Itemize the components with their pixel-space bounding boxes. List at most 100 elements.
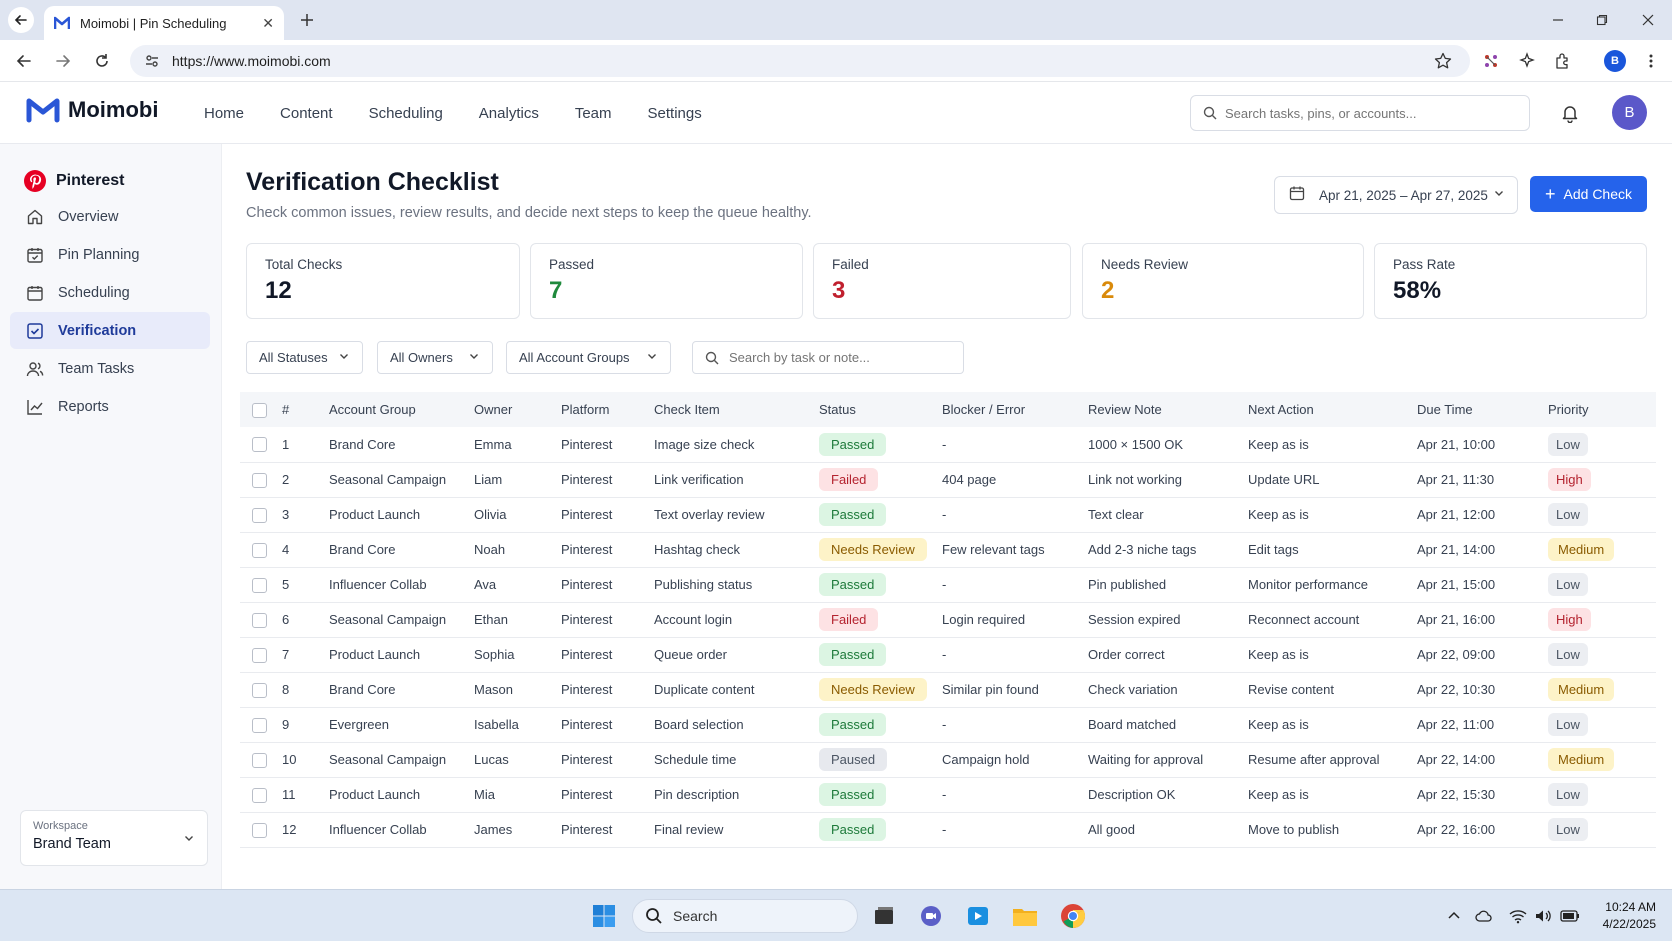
row-checkbox[interactable] xyxy=(252,507,267,523)
column-header[interactable]: Due Time xyxy=(1417,402,1473,417)
review-note-cell: Board matched xyxy=(1088,717,1177,732)
minimize-button[interactable] xyxy=(1548,10,1568,30)
nav-home[interactable]: Home xyxy=(204,104,245,122)
back-button[interactable] xyxy=(13,50,35,72)
extensions-button[interactable] xyxy=(1552,50,1574,72)
forward-button[interactable] xyxy=(52,50,74,72)
sidebar-item-team-tasks[interactable]: Team Tasks xyxy=(10,350,210,387)
app-logo[interactable]: Moimobi xyxy=(26,97,158,123)
table-search[interactable] xyxy=(692,341,964,374)
table-search-input[interactable] xyxy=(729,350,949,365)
column-header[interactable]: Status xyxy=(819,402,856,417)
row-checkbox[interactable] xyxy=(252,577,267,593)
tray-overflow-button[interactable] xyxy=(1444,906,1464,926)
table-row[interactable]: 7 Product Launch Sophia Pinterest Queue orde… xyxy=(240,637,1656,672)
nav-settings[interactable]: Settings xyxy=(647,104,702,122)
status-cell: Passed xyxy=(807,427,930,462)
row-checkbox[interactable] xyxy=(252,647,267,663)
column-header[interactable]: Priority xyxy=(1548,402,1589,417)
column-header[interactable]: Blocker / Error xyxy=(942,402,1026,417)
column-header[interactable]: Review Note xyxy=(1088,402,1162,417)
status-filter[interactable]: All Statuses xyxy=(246,341,363,374)
table-row[interactable]: 6 Seasonal Campaign Ethan Pinterest Account … xyxy=(240,602,1656,637)
table-row[interactable]: 1 Brand Core Emma Pinterest Image size check… xyxy=(240,427,1656,462)
table-row[interactable]: 12 Influencer Collab James Pinterest Final r… xyxy=(240,812,1656,847)
status-badge: Needs Review xyxy=(819,538,927,561)
row-checkbox[interactable] xyxy=(252,437,267,453)
table-row[interactable]: 11 Product Launch Mia Pinterest Pin descript… xyxy=(240,777,1656,812)
due-time-cell: Apr 21, 12:00 xyxy=(1417,507,1496,522)
extension-dots-button[interactable] xyxy=(1480,50,1502,72)
tab-close-icon[interactable]: ✕ xyxy=(262,14,274,31)
row-checkbox[interactable] xyxy=(252,822,267,838)
tray-app-button[interactable] xyxy=(1474,906,1494,926)
nav-content[interactable]: Content xyxy=(280,104,333,122)
reload-button[interactable] xyxy=(91,50,113,72)
column-header[interactable]: Account Group xyxy=(329,402,416,417)
bookmark-star-button[interactable] xyxy=(1432,50,1454,72)
sidebar-item-scheduling[interactable]: Scheduling xyxy=(10,274,210,311)
select-all-checkbox[interactable] xyxy=(252,402,267,418)
chrome-app-button[interactable] xyxy=(1059,902,1087,930)
row-checkbox[interactable] xyxy=(252,787,267,803)
battery-button[interactable] xyxy=(1560,906,1580,926)
close-window-button[interactable] xyxy=(1638,10,1658,30)
sidebar-item-verification[interactable]: Verification xyxy=(10,312,210,349)
table-row[interactable]: 4 Brand Core Noah Pinterest Hashtag check Nee… xyxy=(240,532,1656,567)
site-settings-icon[interactable] xyxy=(144,53,160,69)
file-explorer-button[interactable] xyxy=(1011,902,1039,930)
table-row[interactable]: 9 Evergreen Isabella Pinterest Board selecti… xyxy=(240,707,1656,742)
restore-button[interactable] xyxy=(1592,10,1612,30)
browser-profile-button[interactable]: B xyxy=(1604,50,1626,72)
wifi-button[interactable] xyxy=(1508,906,1528,926)
column-header[interactable]: Owner xyxy=(474,402,513,417)
column-header[interactable]: Check Item xyxy=(654,402,720,417)
new-tab-button[interactable] xyxy=(296,9,318,31)
row-checkbox[interactable] xyxy=(252,612,267,628)
add-check-button[interactable]: + Add Check xyxy=(1530,176,1647,212)
taskbar-search[interactable]: Search xyxy=(632,899,858,933)
row-checkbox[interactable] xyxy=(252,542,267,558)
date-range-picker[interactable]: Apr 21, 2025 – Apr 27, 2025 xyxy=(1274,176,1518,214)
table-row[interactable]: 8 Brand Core Mason Pinterest Duplicate conte… xyxy=(240,672,1656,707)
tab-search-button[interactable] xyxy=(8,7,34,33)
table-row[interactable]: 10 Seasonal Campaign Lucas Pinterest Schedul… xyxy=(240,742,1656,777)
table-row[interactable]: 3 Product Launch Olivia Pinterest Text overl… xyxy=(240,497,1656,532)
row-checkbox[interactable] xyxy=(252,472,267,488)
table-row[interactable]: 5 Influencer Collab Ava Pinterest Publishing… xyxy=(240,567,1656,602)
chat-app-button[interactable] xyxy=(917,902,945,930)
global-search[interactable] xyxy=(1190,95,1530,131)
browser-menu-button[interactable] xyxy=(1640,50,1662,72)
platform-cell: Pinterest xyxy=(561,787,613,802)
column-header[interactable]: Next Action xyxy=(1248,402,1314,417)
browser-tab[interactable]: Moimobi | Pin Scheduling ✕ xyxy=(44,6,284,40)
workspace-switcher[interactable]: Workspace Brand Team xyxy=(20,810,208,866)
row-checkbox[interactable] xyxy=(252,717,267,733)
omnibox[interactable]: https://www.moimobi.com xyxy=(130,45,1470,77)
system-clock[interactable]: 10:24 AM 4/22/2025 xyxy=(1590,899,1656,933)
sidebar-item-reports[interactable]: Reports xyxy=(10,388,210,425)
sidebar-item-overview[interactable]: Overview xyxy=(10,198,210,235)
start-button[interactable] xyxy=(590,902,618,930)
column-header[interactable]: # xyxy=(282,402,290,417)
table-row[interactable]: 2 Seasonal Campaign Liam Pinterest Link veri… xyxy=(240,462,1656,497)
account-group-filter[interactable]: All Account Groups xyxy=(506,341,671,374)
stat-value: 7 xyxy=(549,277,563,304)
row-checkbox[interactable] xyxy=(252,682,267,698)
volume-button[interactable] xyxy=(1533,906,1553,926)
row-checkbox[interactable] xyxy=(252,752,267,768)
nav-team[interactable]: Team xyxy=(574,104,612,122)
sidebar-item-pin-planning[interactable]: Pin Planning xyxy=(10,236,210,273)
chevron-down-icon xyxy=(646,350,658,365)
nav-analytics[interactable]: Analytics xyxy=(478,104,539,122)
notifications-button[interactable] xyxy=(1558,101,1582,125)
media-app-button[interactable] xyxy=(964,902,992,930)
task-view-button[interactable] xyxy=(870,902,898,930)
user-avatar[interactable]: B xyxy=(1612,95,1647,130)
global-search-input[interactable] xyxy=(1225,105,1505,121)
extension-sparkle-button[interactable] xyxy=(1516,50,1538,72)
nav-scheduling[interactable]: Scheduling xyxy=(368,104,443,122)
priority-cell: Low xyxy=(1536,567,1656,602)
owner-filter[interactable]: All Owners xyxy=(377,341,493,374)
column-header[interactable]: Platform xyxy=(561,402,610,417)
